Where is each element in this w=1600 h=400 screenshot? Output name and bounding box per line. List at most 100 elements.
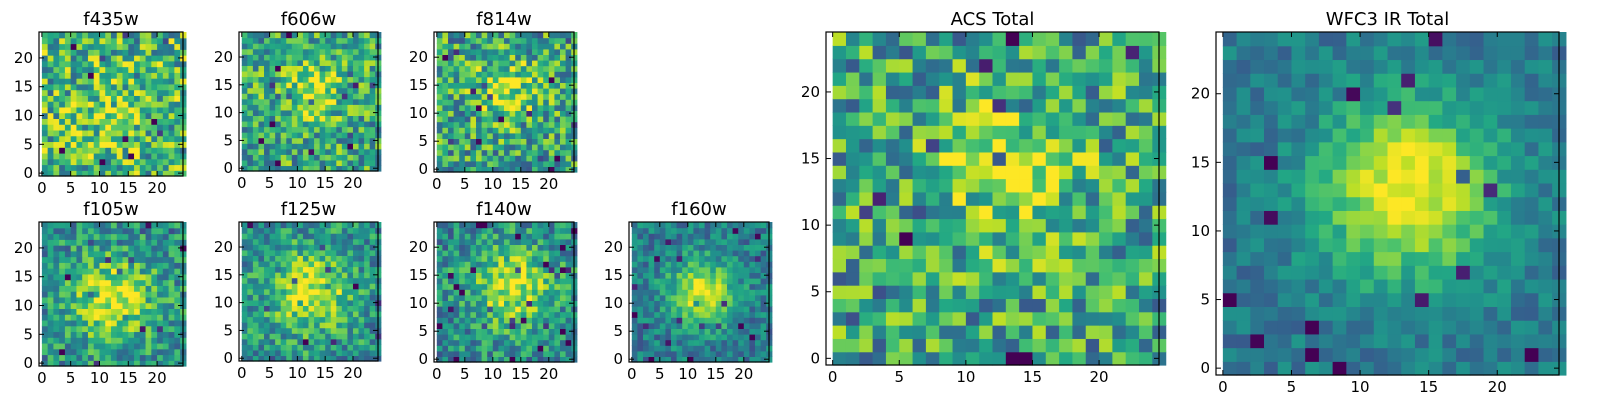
heatmap-cell (643, 322, 650, 329)
heatmap-cell (682, 261, 689, 268)
heatmap-cell (464, 138, 471, 145)
heatmap-cell (139, 268, 147, 275)
heatmap-cell (526, 54, 533, 61)
heatmap-cell (358, 126, 365, 133)
heatmap-cell (47, 170, 54, 177)
heatmap-cell (487, 71, 494, 78)
heatmap-cell (532, 266, 539, 273)
heatmap-cell (174, 319, 181, 327)
heatmap-cell (59, 118, 66, 125)
heatmap-cell (70, 308, 78, 315)
heatmap-cell (291, 87, 298, 94)
heatmap-cell (151, 273, 158, 281)
heatmap-cell (453, 76, 460, 83)
heatmap-cell (436, 60, 443, 67)
heatmap-cell (341, 327, 349, 334)
heatmap-cell (481, 322, 488, 329)
heatmap-cell (174, 239, 181, 246)
heatmap-cell (269, 109, 276, 116)
heatmap-cell (325, 310, 332, 318)
heatmap-cell (174, 291, 181, 298)
heatmap-cell (498, 278, 505, 285)
heatmap-cell (145, 129, 152, 137)
heatmap-cell (330, 338, 337, 345)
heatmap-cell (676, 266, 683, 273)
heatmap-cell (122, 325, 129, 333)
heatmap-cell (291, 37, 298, 44)
heatmap-cell (116, 233, 124, 240)
heatmap-cell (64, 348, 72, 356)
heatmap-cell (297, 132, 304, 139)
heatmap-cell (760, 222, 767, 229)
heatmap-cell (738, 339, 745, 346)
heatmap-cell (481, 244, 488, 251)
heatmap-cell (448, 93, 455, 100)
heatmap-cell (631, 283, 638, 290)
heatmap-cell (637, 255, 644, 262)
heatmap-cell (352, 233, 360, 240)
heatmap-cell (297, 227, 304, 234)
heatmap-cell (64, 296, 72, 304)
heatmap-cell (264, 222, 271, 229)
heatmap-cell (341, 260, 349, 268)
heatmap-cell (314, 126, 321, 133)
heatmap-cell (358, 109, 365, 116)
heatmap-cell (139, 112, 147, 119)
heatmap-cell (41, 89, 49, 96)
heatmap-cell (492, 289, 499, 296)
heatmap-cell (280, 305, 287, 312)
heatmap-cell (41, 337, 49, 344)
heatmap-cell (157, 222, 164, 229)
heatmap-cell (82, 37, 89, 45)
heatmap-cell (504, 294, 511, 301)
heatmap-cell (308, 338, 315, 345)
heatmap-cell (336, 288, 343, 295)
heatmap-cell (87, 37, 95, 45)
heatmap-cell (105, 37, 112, 45)
heatmap-cell (659, 345, 666, 352)
heatmap-cell (760, 238, 767, 245)
heatmap-cell (526, 166, 533, 173)
heatmap-cell (520, 322, 527, 329)
heatmap-cell (481, 272, 488, 279)
heatmap-cell (352, 115, 360, 122)
heatmap-cell (885, 338, 900, 353)
heatmap-cell (565, 255, 572, 262)
heatmap-cell (1072, 351, 1087, 366)
heatmap-cell (122, 222, 129, 229)
heatmap-cell (59, 32, 66, 39)
heatmap-cell (498, 76, 505, 83)
heatmap-cell (492, 76, 499, 83)
heatmap-cell (912, 338, 927, 353)
heatmap-cell (280, 349, 287, 357)
heatmap-cell (1032, 325, 1047, 339)
heatmap-cell (992, 178, 1007, 193)
heatmap-cell (369, 233, 376, 240)
heatmap-cell (925, 271, 940, 286)
heatmap-cell (476, 32, 483, 39)
heatmap-cell (111, 227, 118, 235)
heatmap-cell (82, 32, 89, 39)
heatmap-cell (676, 272, 683, 279)
heatmap-cell (76, 239, 83, 246)
heatmap-cell (498, 222, 505, 229)
heatmap-cell (347, 322, 354, 329)
heatmap-cell (364, 322, 371, 329)
heatmap-cell (548, 238, 555, 245)
heatmap-cell (509, 261, 516, 268)
heatmap-cell (560, 266, 567, 273)
heatmap-cell (59, 106, 66, 114)
heatmap-cell (286, 148, 293, 155)
heatmap-cell (59, 60, 66, 68)
heatmap-cell (76, 55, 83, 62)
heatmap-cell (291, 349, 298, 357)
heatmap-cell (637, 222, 644, 229)
heatmap-cell (241, 32, 248, 39)
heatmap-cell (280, 227, 287, 234)
heatmap-cell (59, 95, 66, 102)
heatmap-cell (93, 37, 101, 45)
heatmap-cell (70, 337, 78, 344)
heatmap-cell (59, 43, 66, 50)
heatmap-cell (459, 121, 466, 128)
heatmap-cell (442, 166, 449, 173)
